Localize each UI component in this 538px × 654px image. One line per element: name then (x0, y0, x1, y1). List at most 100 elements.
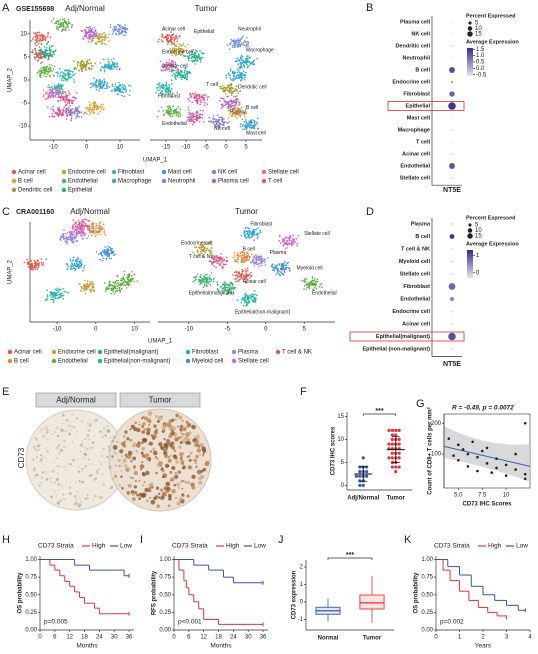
cell-dot (103, 31, 105, 34)
cell-dot (71, 237, 74, 239)
cell-dot (179, 73, 182, 75)
cell-dot (70, 240, 73, 242)
cell-dot (283, 243, 285, 245)
cell-dot (235, 277, 238, 280)
panel-label: A (2, 2, 10, 14)
cell-dot (65, 69, 68, 72)
cell-dot (255, 254, 257, 256)
cell-dot (76, 226, 79, 228)
cell-dot (58, 112, 61, 115)
cell-dot (59, 75, 61, 78)
ihc-texture (133, 467, 136, 470)
cell-dot (209, 250, 212, 253)
cell-dot (43, 34, 45, 37)
cell-dot (62, 108, 65, 111)
ihc-texture (45, 437, 49, 441)
cell-dot (194, 118, 197, 121)
cell-dot (238, 279, 240, 282)
cell-dot (188, 56, 190, 59)
cell-dot (129, 89, 131, 92)
cell-dot (75, 117, 77, 119)
cell-dot (36, 40, 39, 42)
cell-dot (232, 40, 235, 43)
ihc-texture (34, 436, 37, 439)
cell-dot (59, 26, 61, 28)
cell-dot (70, 76, 73, 79)
ihc-texture (179, 479, 184, 484)
cell-dot (113, 25, 115, 28)
ihc-texture (37, 448, 40, 451)
cell-dot (79, 262, 82, 264)
ihc-texture (138, 423, 141, 426)
cell-dot (281, 240, 284, 242)
expression-dot (448, 332, 456, 341)
cell-dot (177, 70, 179, 73)
cell-dot (230, 100, 232, 103)
cell-dot (35, 56, 38, 59)
legend-swatch (11, 187, 17, 193)
cell-dot (46, 294, 49, 296)
cell-dot (43, 46, 46, 48)
cell-dot (103, 42, 106, 45)
cell-dot (98, 40, 101, 42)
cell-dot (116, 289, 119, 292)
cell-dot (34, 262, 36, 265)
cell-dot (53, 94, 56, 97)
ihc-texture (105, 448, 108, 450)
cell-dot (231, 78, 234, 80)
cell-dot (162, 66, 165, 69)
cell-dot (91, 234, 93, 237)
cell-dot (83, 63, 86, 65)
cell-dot (223, 282, 226, 284)
cell-dot (35, 44, 38, 47)
cell-dot (238, 272, 241, 275)
cell-dot (108, 33, 110, 35)
ihc-texture (51, 469, 55, 473)
ihc-texture (88, 462, 92, 466)
cell-dot (124, 26, 126, 29)
cell-dot (215, 125, 218, 128)
cell-dot (96, 231, 98, 234)
cell-dot (103, 250, 106, 253)
legend-label: B cell (18, 179, 33, 185)
cell-dot (228, 48, 231, 50)
ihc-texture (58, 418, 60, 420)
cell-dot (257, 255, 260, 258)
facet-title: Tumor (235, 207, 258, 216)
cell-dot (222, 283, 224, 286)
ihc-texture (93, 435, 96, 437)
cell-dot (45, 55, 47, 57)
ihc-texture (112, 459, 114, 462)
cell-dot (287, 261, 289, 264)
cell-dot (228, 91, 231, 94)
ihc-texture (179, 424, 184, 429)
cell-dot (195, 59, 197, 61)
cell-dot (118, 81, 120, 84)
cell-dot (78, 228, 80, 230)
cell-dot (90, 64, 93, 67)
cluster-annotation: NK cell (214, 126, 230, 132)
cell-dot (83, 232, 86, 234)
cell-dot (245, 36, 248, 39)
cell-dot (187, 98, 189, 101)
ihc-texture (148, 482, 154, 488)
cell-dot (98, 83, 101, 86)
row-label: Acinar cell (402, 321, 430, 327)
row-label: Endothelial (400, 163, 430, 169)
cell-dot (164, 36, 167, 39)
cell-cluster (239, 117, 260, 134)
cell-dot (206, 279, 208, 281)
legend-label: Myeloid cell (192, 359, 223, 365)
ihc-texture (143, 428, 147, 431)
ihc-texture (109, 458, 112, 460)
cell-dot (101, 41, 103, 44)
cell-dot (234, 41, 237, 44)
cell-dot (96, 112, 99, 115)
cell-dot (116, 29, 118, 32)
cell-dot (282, 244, 285, 247)
cell-dot (55, 297, 57, 299)
expression-dot (451, 177, 453, 179)
legend-swatch (161, 178, 167, 184)
cell-dot (229, 70, 232, 72)
cell-dot (118, 30, 120, 32)
